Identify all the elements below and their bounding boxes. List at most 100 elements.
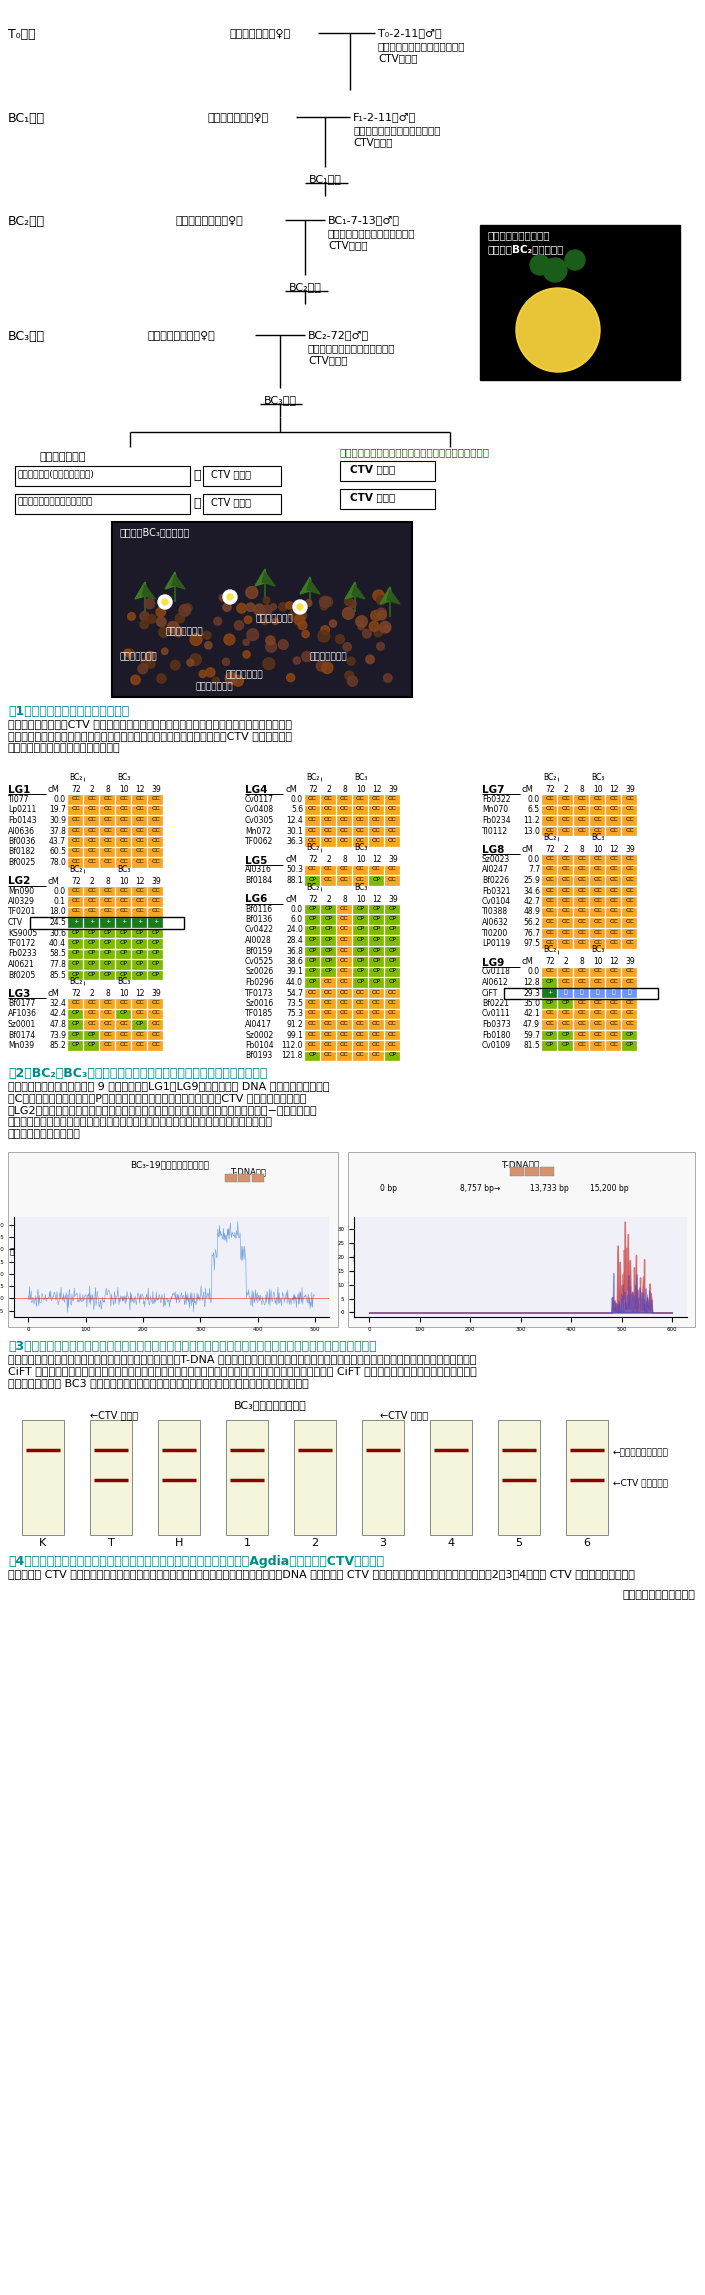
Bar	[100, 918, 115, 927]
Bar	[558, 978, 573, 987]
Text: CC: CC	[87, 828, 96, 833]
Text: 44.0: 44.0	[286, 978, 303, 987]
Text: CC: CC	[545, 868, 554, 872]
Text: Mn072: Mn072	[245, 826, 271, 835]
Text: 5.6: 5.6	[291, 806, 303, 815]
Text: CC: CC	[324, 980, 333, 985]
Circle shape	[243, 638, 250, 645]
Bar	[574, 794, 589, 806]
Bar	[590, 998, 605, 1008]
Bar	[606, 939, 621, 948]
Text: CC: CC	[388, 877, 397, 881]
Bar	[590, 886, 605, 895]
Text: （C：カンキツの遣伝子型、P：カラタチの遣伝子型）を示している。CTV 抗抗性は第２連鎖群: （C：カンキツの遣伝子型、P：カラタチの遣伝子型）を示している。CTV 抗抗性は…	[8, 1092, 307, 1104]
Text: 割合(Log比): 割合(Log比)	[10, 1248, 44, 1255]
Bar	[321, 1019, 336, 1030]
Text: 47.9: 47.9	[523, 1019, 540, 1028]
Text: +: +	[73, 918, 78, 925]
Text: 図4　世代促進技術で得られたヌルセグリガントのイムノストリップ（Agdia社）によるCTVの検出。: 図4 世代促進技術で得られたヌルセグリガントのイムノストリップ（Agdia社）に…	[8, 1556, 384, 1567]
Text: CC: CC	[561, 980, 570, 985]
Text: CC: CC	[593, 856, 602, 861]
Text: CC: CC	[625, 806, 634, 812]
Text: 32.4: 32.4	[49, 998, 66, 1008]
Text: CC: CC	[545, 856, 554, 861]
Text: 88.1: 88.1	[286, 877, 303, 886]
Text: 59.7: 59.7	[523, 1030, 540, 1040]
Text: CC: CC	[561, 806, 570, 812]
Text: CC: CC	[545, 929, 554, 934]
Text: CP: CP	[71, 1021, 80, 1026]
Text: CC: CC	[545, 968, 554, 973]
Bar	[574, 897, 589, 907]
Text: CC: CC	[340, 1001, 349, 1005]
Text: BC₂: BC₂	[544, 946, 557, 955]
Text: CC: CC	[71, 817, 80, 822]
Text: CC: CC	[135, 828, 144, 833]
Text: Cv0109: Cv0109	[482, 1042, 511, 1051]
Text: CC: CC	[103, 909, 112, 913]
Bar	[148, 998, 163, 1008]
Text: CP: CP	[104, 941, 111, 946]
Bar	[68, 858, 83, 868]
Text: ←コントロールライン: ←コントロールライン	[613, 1448, 669, 1457]
Text: Al0612: Al0612	[482, 978, 509, 987]
Bar	[148, 826, 163, 835]
Bar	[558, 886, 573, 895]
Text: CC: CC	[151, 1042, 160, 1047]
Text: Cv0305: Cv0305	[245, 817, 274, 824]
Text: CP: CP	[135, 941, 144, 946]
Text: CC: CC	[561, 909, 570, 913]
Bar	[606, 1030, 621, 1040]
Text: CC: CC	[593, 909, 602, 913]
Bar	[606, 918, 621, 927]
Text: Al0417: Al0417	[245, 1019, 272, 1028]
Text: CC: CC	[609, 929, 618, 934]
Bar	[542, 817, 557, 826]
Text: Bf0036: Bf0036	[8, 838, 35, 847]
Text: AF1036: AF1036	[8, 1010, 37, 1019]
Bar	[84, 794, 99, 806]
Text: CC: CC	[340, 957, 349, 964]
Text: 36.3: 36.3	[286, 838, 303, 847]
Text: TI077: TI077	[8, 794, 30, 803]
Bar	[132, 1010, 147, 1019]
Text: CP: CP	[87, 1030, 95, 1037]
Text: 2: 2	[90, 785, 94, 794]
Text: CC: CC	[308, 1030, 317, 1037]
Bar	[369, 838, 384, 847]
Text: K: K	[39, 1538, 47, 1549]
Bar	[622, 897, 637, 907]
Bar	[252, 1175, 264, 1182]
Bar	[68, 826, 83, 835]
Circle shape	[516, 287, 600, 372]
Text: cM: cM	[48, 989, 60, 998]
Text: CC: CC	[356, 796, 365, 801]
Text: CC: CC	[593, 817, 602, 822]
Bar	[590, 817, 605, 826]
Text: CC: CC	[71, 1001, 80, 1005]
Circle shape	[289, 610, 300, 622]
Text: CP: CP	[120, 950, 128, 955]
Text: 15,200 bp: 15,200 bp	[590, 1184, 629, 1193]
Bar	[116, 929, 131, 939]
Text: BC₂: BC₂	[69, 978, 82, 987]
Text: CC: CC	[103, 817, 112, 822]
Text: BC₂: BC₂	[306, 884, 319, 890]
Text: CC: CC	[561, 868, 570, 872]
Bar	[100, 998, 115, 1008]
Bar	[321, 865, 336, 874]
Text: CP: CP	[388, 907, 396, 911]
Bar	[305, 794, 320, 806]
Text: T₀-2-11（♂）: T₀-2-11（♂）	[378, 28, 441, 39]
Text: 39: 39	[151, 989, 161, 998]
Bar	[100, 939, 115, 948]
Bar	[606, 998, 621, 1008]
Circle shape	[158, 594, 172, 608]
Text: CC: CC	[593, 1042, 602, 1047]
Bar	[148, 1042, 163, 1051]
Text: CC: CC	[119, 828, 128, 833]
Bar	[542, 806, 557, 815]
Text: cM: cM	[285, 895, 297, 904]
Text: CC: CC	[340, 989, 349, 994]
Bar	[321, 1030, 336, 1040]
